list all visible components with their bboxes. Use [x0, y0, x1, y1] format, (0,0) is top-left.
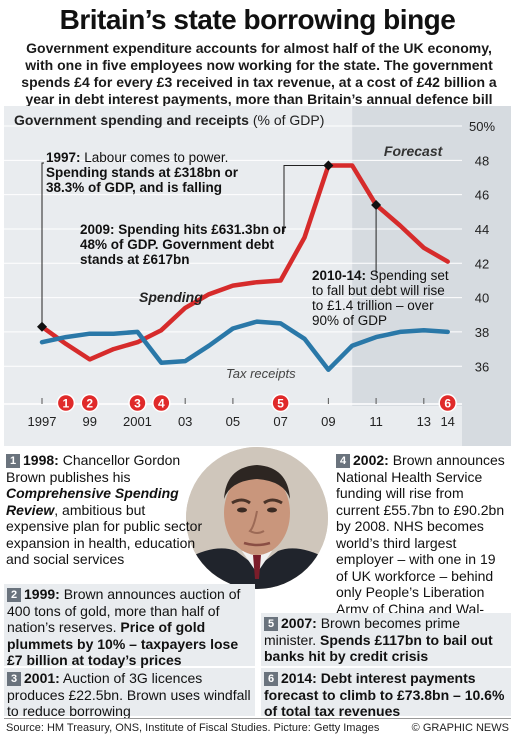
fact-5-lead: 2007: — [281, 615, 317, 631]
fact-2-bold: Price of gold plummets by 10% – taxpayer… — [7, 619, 239, 668]
series-label-tax-receipts: Tax receipts — [226, 366, 296, 381]
annotation-1997-rest: Labour comes to power. — [80, 150, 229, 165]
page-title: Britain’s state borrowing binge — [59, 4, 456, 35]
fact-2007: 5 2007: Brown becomes prime minister. Spe… — [261, 613, 511, 666]
annotation-2009-bold: 2009: Spending hits £631.3bn or 48% of G… — [80, 222, 287, 267]
chart-heading: Government spending and receipts (% of G… — [14, 112, 324, 128]
series-line-spending — [39, 163, 450, 362]
annotation-1997: 1997: Labour comes to power. Spending st… — [46, 150, 278, 195]
x-tick-label: 1997 — [28, 414, 57, 429]
fact-4-lead: 2002: — [353, 452, 389, 468]
y-tick-label: 40 — [475, 291, 489, 306]
fact-number-badge: 3 — [7, 672, 21, 686]
y-tick-label: 50% — [469, 119, 495, 134]
fact-5-text-a: Brown becomes prime minister. — [264, 615, 460, 648]
annotation-1997-lead: 1997: — [46, 150, 81, 165]
footer-divider — [4, 718, 511, 719]
fact-1-text-a: Chancellor Gordon Brown publishes his — [6, 452, 181, 485]
x-tick-label: 05 — [226, 414, 240, 429]
y-tick-label: 46 — [475, 188, 489, 203]
x-tick-label: 99 — [82, 414, 96, 429]
fact-2-text-a: Brown announces auction of 400 tons of g… — [7, 586, 241, 635]
annotation-2009: 2009: Spending hits £631.3bn or 48% of G… — [80, 222, 292, 267]
fact-1-lead: 1998: — [23, 452, 59, 468]
annotation-2010-lead: 2010-14: — [312, 268, 367, 283]
fact-1-emph: Comprehensive Spending Review — [6, 485, 179, 518]
annotation-2010-rest: Spending set to fall but debt will rise … — [312, 268, 449, 328]
event-marker — [271, 393, 290, 413]
leader-line-2009 — [283, 164, 329, 232]
event-marker-label: 4 — [158, 397, 165, 411]
portrait-illustration — [186, 447, 328, 589]
y-tick-label: 38 — [475, 325, 489, 340]
fact-1999: 2 1999: Brown announces auction of 400 to… — [4, 584, 255, 668]
fact-2001: 3 2001: Auction of 3G licences produces £… — [4, 668, 255, 719]
fact-2002: 4 2002: Brown announces National Health S… — [336, 452, 511, 634]
leader-line-1997 — [41, 162, 44, 327]
intro-text: Government expenditure accounts for almo… — [21, 40, 497, 107]
copyright-credit: © GRAPHIC NEWS — [411, 722, 509, 734]
x-tick-label: 03 — [178, 414, 192, 429]
event-marker-label: 1 — [63, 397, 70, 411]
chart-heading-unit: (% of GDP) — [252, 112, 325, 128]
y-axis-band — [462, 106, 511, 446]
event-marker — [152, 393, 171, 413]
event-marker-label: 5 — [277, 397, 284, 411]
event-marker-label: 6 — [444, 397, 451, 411]
fact-number-badge: 4 — [336, 454, 350, 468]
annotation-point — [37, 321, 47, 332]
event-marker-label: 2 — [86, 397, 93, 411]
chart-heading-text: Government spending and receipts — [14, 112, 249, 128]
annotation-point — [371, 199, 382, 210]
series-label-spending: Spending — [139, 289, 203, 305]
forecast-region — [352, 106, 462, 406]
fact-number-badge: 2 — [7, 588, 21, 602]
y-tick-label: 44 — [475, 222, 489, 237]
x-tick-label: 09 — [321, 414, 335, 429]
fact-6-lead: 2014: Debt interest payments forecast to… — [264, 670, 505, 719]
annotation-1997-bold: Spending stands at £318bn or 38.3% of GD… — [46, 165, 239, 195]
event-marker — [56, 393, 76, 413]
x-tick-label: 07 — [273, 414, 287, 429]
event-marker — [438, 393, 457, 413]
x-tick-label: 13 — [417, 414, 431, 429]
fact-5-bold: Spends £117bn to bail out banks hit by c… — [264, 631, 493, 665]
annotation-point — [323, 160, 334, 171]
fact-number-badge: 1 — [6, 454, 20, 468]
fact-1998: 1 1998: Chancellor Gordon Brown publishes… — [6, 452, 206, 568]
series-line-tax-receipts — [39, 319, 450, 372]
fact-number-badge: 5 — [264, 617, 278, 631]
event-marker-label: 3 — [134, 397, 141, 411]
fact-3-text-a: Auction of 3G licences produces £22.5bn.… — [7, 670, 251, 719]
chart-panel: Forecast 50% 48 46 44 42 40 38 36 1997 99 2001 03 05 0… — [4, 106, 511, 446]
x-tick-label: 14 — [440, 414, 454, 429]
forecast-label: Forecast — [384, 143, 444, 159]
x-tick-label: 2001 — [123, 414, 152, 429]
event-marker — [80, 393, 99, 413]
x-tick-label: 11 — [369, 414, 383, 429]
y-tick-label: 48 — [475, 153, 489, 168]
annotation-2010-14: 2010-14: Spending set to fall but debt w… — [312, 268, 450, 328]
fact-number-badge: 6 — [264, 672, 278, 686]
source-credit: Source: HM Treasury, ONS, Institute of F… — [6, 722, 380, 734]
fact-3-lead: 2001: — [24, 670, 60, 686]
y-tick-label: 42 — [475, 256, 489, 271]
fact-4-text-a: Brown announces National Health Service … — [336, 452, 505, 633]
fact-2-lead: 1999: — [24, 586, 60, 602]
portrait-photo — [186, 447, 328, 589]
fact-2014: 6 2014: Debt interest payments forecast t… — [261, 668, 511, 719]
event-marker — [128, 393, 147, 413]
fact-1-text-b: , ambitious but expensive plan for publi… — [6, 501, 203, 568]
y-tick-label: 36 — [475, 359, 489, 374]
